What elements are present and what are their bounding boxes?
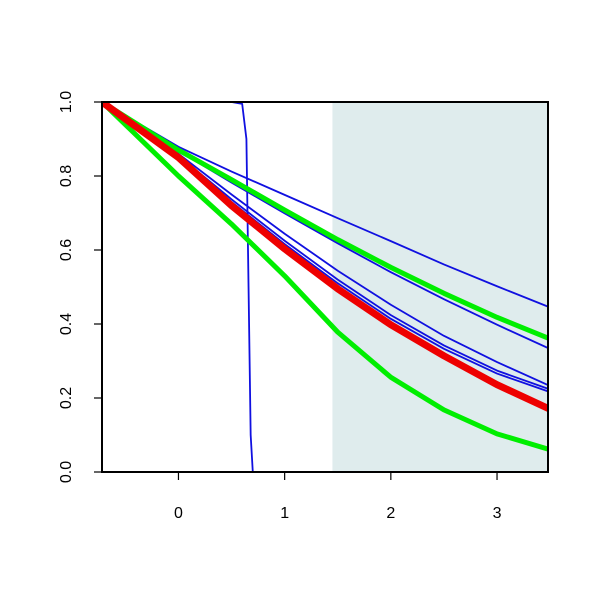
series-layer [102, 102, 548, 472]
x-tick-label: 2 [386, 505, 395, 522]
plot-frame [101, 101, 549, 473]
series-line-3 [102, 102, 548, 386]
y-tick-label: 0.0 [58, 461, 75, 483]
x-tick-label: 1 [280, 505, 289, 522]
series-line-1 [102, 102, 548, 308]
series-line-8 [102, 102, 548, 452]
y-tick-label: 1.0 [58, 91, 75, 113]
series-line-7 [102, 102, 548, 341]
y-tick-label: 0.2 [58, 387, 75, 409]
series-line-6 [102, 102, 548, 472]
y-tick-label: 0.6 [58, 239, 75, 261]
y-tick-label: 0.4 [58, 313, 75, 335]
series-line-9 [102, 102, 548, 412]
x-tick-label: 0 [174, 505, 183, 522]
y-tick-label: 0.8 [58, 165, 75, 187]
x-tick-label: 3 [493, 505, 502, 522]
axes-layer: 0 1 2 3 0.0 0.2 0.4 0.6 0.8 1.0 [58, 91, 549, 522]
